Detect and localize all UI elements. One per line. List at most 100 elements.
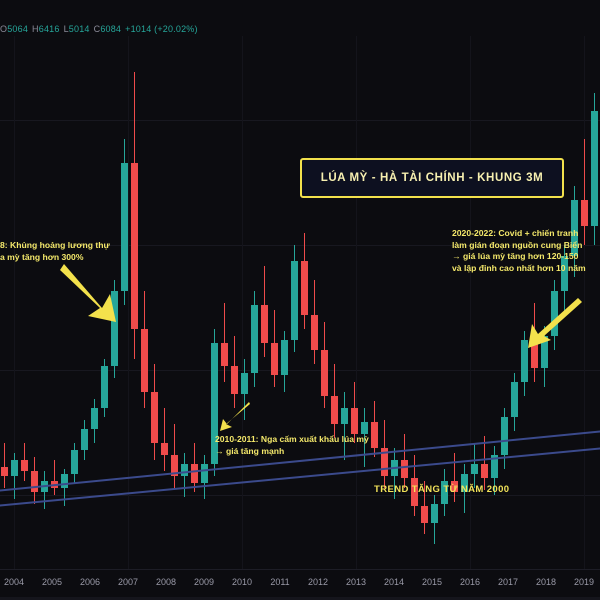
ohlc-close-value: 6084	[100, 24, 122, 34]
x-axis[interactable]: 2004 2005 2006 2007 2008 2009 2010 2011 2012 2013…	[0, 569, 600, 600]
candle	[210, 36, 218, 570]
horizontal-scrollbar[interactable]	[0, 597, 600, 600]
candle-body	[430, 503, 438, 523]
candle-body	[270, 342, 278, 376]
candle-body	[420, 506, 428, 523]
candle	[220, 36, 228, 570]
candle-body	[390, 459, 398, 476]
candle	[240, 36, 248, 570]
candle-wick	[163, 408, 165, 472]
candle	[0, 36, 8, 570]
candle-body	[100, 366, 108, 409]
gridline-v	[356, 36, 357, 570]
candle	[230, 36, 238, 570]
candle-body	[190, 464, 198, 483]
ohlc-change: +1014 (+20.02%)	[125, 24, 198, 34]
candle-body	[130, 162, 138, 329]
candle-body	[550, 291, 558, 336]
gridline-v	[584, 36, 585, 570]
ohlc-open-value: 5064	[7, 24, 29, 34]
ohlc-bar: O5064 H6416 L5014 C6084 +1014 (+20.02%)	[0, 22, 198, 36]
candle-wick	[483, 436, 485, 490]
gridline-h	[0, 120, 600, 121]
candle-body	[90, 408, 98, 430]
gridline-v	[128, 36, 129, 570]
candle-wick	[53, 459, 55, 495]
candle-body	[160, 443, 168, 455]
ohlc-low-value: 5014	[68, 24, 90, 34]
x-axis-tick: 2008	[155, 577, 177, 587]
candle-body	[120, 162, 128, 292]
candle-body	[580, 200, 588, 226]
candle	[50, 36, 58, 570]
candle-body	[510, 382, 518, 418]
ohlc-high-value: 6416	[38, 24, 60, 34]
x-axis-tick: 2013	[345, 577, 367, 587]
annotation-2010: 2010-2011: Nga cấm xuất khẩu lúa mỳ → gi…	[215, 434, 369, 456]
candle	[150, 36, 158, 570]
candle-body	[360, 422, 368, 434]
candle-body	[540, 335, 548, 369]
candle-body	[200, 464, 208, 483]
candle-body	[30, 471, 38, 493]
candle	[290, 36, 298, 570]
candle-body	[310, 314, 318, 350]
candle	[510, 36, 518, 570]
candle-body	[400, 459, 408, 479]
arrow-icon-2010	[220, 402, 250, 431]
candle-body	[490, 454, 498, 479]
candle-body	[10, 459, 18, 476]
candle	[180, 36, 188, 570]
x-axis-tick: 2018	[535, 577, 557, 587]
candle	[130, 36, 138, 570]
candle-body	[150, 391, 158, 444]
x-axis-tick: 2019	[573, 577, 595, 587]
candle-body	[350, 408, 358, 434]
x-axis-tick: 2016	[459, 577, 481, 587]
gridline-v	[470, 36, 471, 570]
candle-body	[470, 464, 478, 474]
x-axis-tick: 2009	[193, 577, 215, 587]
candle-body	[260, 305, 268, 343]
candle-body	[210, 342, 218, 465]
candle-body	[110, 291, 118, 367]
annotation-2020: 2020-2022: Covid + chiến tranh làm gián …	[452, 228, 586, 273]
x-axis-tick: 2010	[231, 577, 253, 587]
candle	[560, 36, 568, 570]
candle-body	[140, 328, 148, 392]
candle-body	[500, 417, 508, 455]
x-axis-tick: 2004	[3, 577, 25, 587]
candle	[250, 36, 258, 570]
candle	[100, 36, 108, 570]
candle-body	[40, 480, 48, 493]
ohlc-low-label: L	[63, 24, 69, 34]
candle	[280, 36, 288, 570]
x-axis-tick: 2017	[497, 577, 519, 587]
candle-body	[80, 429, 88, 451]
candle	[580, 36, 588, 570]
candle	[270, 36, 278, 570]
candle	[550, 36, 558, 570]
gridline-v	[14, 36, 15, 570]
candle	[190, 36, 198, 570]
candle-body	[320, 349, 328, 397]
x-axis-tick: 2007	[117, 577, 139, 587]
x-axis-tick: 2011	[270, 577, 290, 587]
candle-body	[70, 450, 78, 474]
ohlc-close-label: C	[93, 24, 101, 34]
candle-body	[280, 340, 288, 376]
candle	[520, 36, 528, 570]
gridline-v	[242, 36, 243, 570]
candle	[160, 36, 168, 570]
candle-body	[520, 340, 528, 383]
chart-title-text: LÚA MỲ - HÀ TÀI CHÍNH - KHUNG 3M	[320, 172, 544, 184]
ohlc-high-label: H	[32, 24, 39, 34]
candle	[20, 36, 28, 570]
candle-body	[170, 454, 178, 476]
candle-body	[570, 200, 578, 257]
gridline-h	[0, 245, 600, 246]
candle	[320, 36, 328, 570]
annotation-2008: 8: Khủng hoảng lương thự a mỳ tăng hơn 3…	[0, 240, 110, 262]
candle	[360, 36, 368, 570]
